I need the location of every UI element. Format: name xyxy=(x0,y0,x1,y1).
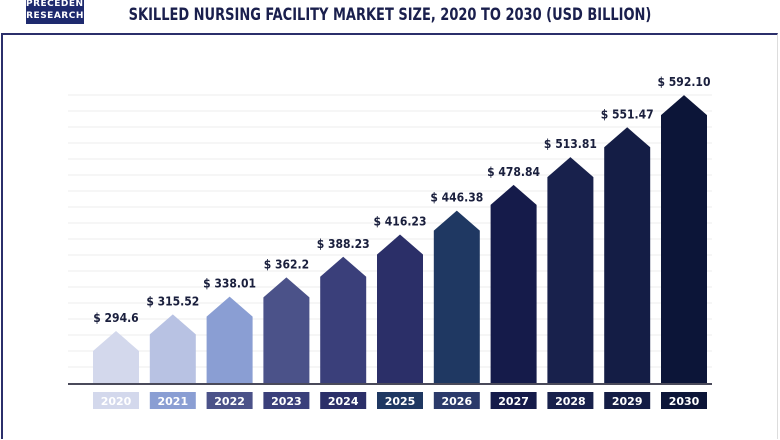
data-label-2020: $ 294.6 xyxy=(93,311,138,325)
bar-2023 xyxy=(263,277,310,383)
tick-box-2022 xyxy=(206,392,253,409)
data-label-2026: $ 446.38 xyxy=(430,191,483,205)
tick-label-2027: 2027 xyxy=(498,395,529,408)
tick-label-2020: 2020 xyxy=(101,395,132,408)
data-label-2023: $ 362.2 xyxy=(264,257,309,271)
data-label-2024: $ 388.23 xyxy=(317,237,370,251)
bar-2022 xyxy=(206,296,253,383)
bar-2028 xyxy=(547,157,594,383)
data-label-2025: $ 416.23 xyxy=(374,215,427,229)
tick-label-2026: 2026 xyxy=(441,395,472,408)
bar-2029 xyxy=(604,127,651,383)
data-label-2021: $ 315.52 xyxy=(146,294,199,308)
logo-line1: PRECEDENCE xyxy=(26,0,98,9)
tick-box-2028 xyxy=(547,392,594,409)
tick-box-2030 xyxy=(661,392,707,409)
bar-2025 xyxy=(377,234,423,383)
data-label-2029: $ 551.47 xyxy=(601,107,654,121)
tick-box-2025 xyxy=(377,392,423,409)
bar-2026 xyxy=(433,210,480,383)
data-label-2027: $ 478.84 xyxy=(487,165,540,179)
data-label-2030: $ 592.10 xyxy=(658,75,711,89)
tick-box-2029 xyxy=(604,392,651,409)
tick-label-2029: 2029 xyxy=(612,395,643,408)
tick-label-2030: 2030 xyxy=(669,395,700,408)
tick-box-2020 xyxy=(93,392,139,409)
data-label-2028: $ 513.81 xyxy=(544,137,597,151)
bar-2030 xyxy=(661,95,707,384)
data-label-2022: $ 338.01 xyxy=(203,277,256,291)
tick-box-2023 xyxy=(263,392,310,409)
tick-box-2021 xyxy=(149,392,196,409)
tick-box-2027 xyxy=(490,392,537,409)
tick-label-2028: 2028 xyxy=(555,395,586,408)
tick-label-2023: 2023 xyxy=(271,395,302,408)
logo-line2: RESEARCH xyxy=(26,11,84,21)
chart-title: SKILLED NURSING FACILITY MARKET SIZE, 20… xyxy=(128,5,652,25)
bar-2020 xyxy=(93,331,139,383)
bar-2027 xyxy=(490,184,537,383)
tick-box-2024 xyxy=(320,392,367,409)
tick-box-2026 xyxy=(433,392,480,409)
bar-2021 xyxy=(149,314,196,383)
chart-frame xyxy=(1,33,778,439)
tick-label-2025: 2025 xyxy=(385,395,416,408)
tick-label-2022: 2022 xyxy=(214,395,245,408)
tick-label-2024: 2024 xyxy=(328,395,359,408)
logo: PRECEDENCE RESEARCH xyxy=(26,0,98,24)
bar-2024 xyxy=(320,256,367,383)
tick-label-2021: 2021 xyxy=(157,395,188,408)
